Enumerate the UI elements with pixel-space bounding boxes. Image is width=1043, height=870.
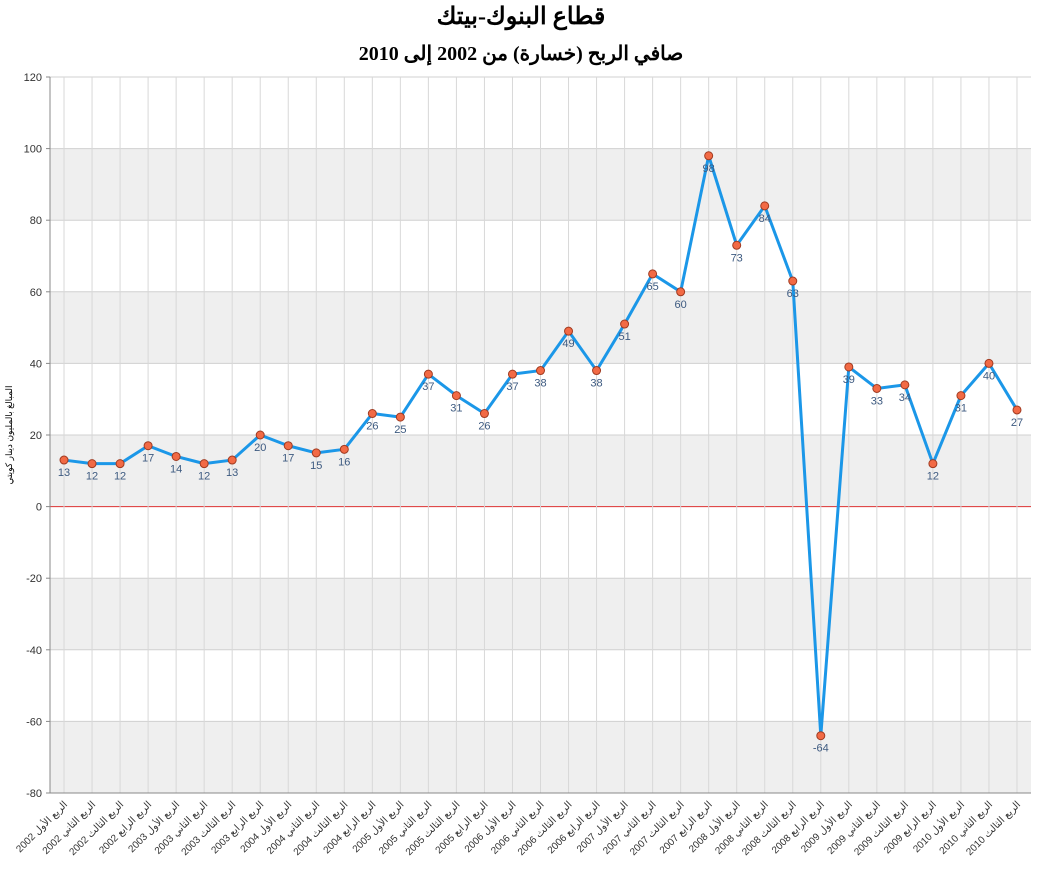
data-point — [367, 409, 377, 419]
data-point — [199, 459, 209, 469]
y-axis-label: المبالغ بالمليون دينار كويتي — [4, 385, 15, 484]
data-label: 26 — [366, 421, 378, 433]
data-point — [311, 448, 321, 458]
data-label: 31 — [955, 403, 967, 415]
data-point — [592, 366, 602, 376]
data-point — [928, 459, 938, 469]
y-tick-label: 60 — [30, 287, 42, 299]
y-tick-label: 80 — [30, 215, 42, 227]
data-label: 38 — [534, 378, 546, 390]
data-label: 34 — [899, 392, 911, 404]
data-label: 38 — [590, 378, 602, 390]
data-point — [732, 240, 742, 250]
data-point — [956, 391, 966, 401]
y-tick-label: 0 — [36, 502, 42, 514]
data-label: 12 — [86, 471, 98, 483]
data-point — [788, 276, 798, 286]
data-point — [816, 731, 826, 741]
data-point — [255, 430, 265, 440]
data-point — [115, 459, 125, 469]
data-point — [143, 441, 153, 451]
data-label: 33 — [871, 395, 883, 407]
data-point — [648, 269, 658, 279]
data-label: 13 — [226, 467, 238, 479]
data-label: 14 — [170, 463, 182, 475]
y-tick-label: -80 — [26, 788, 42, 800]
data-point — [451, 391, 461, 401]
data-point — [984, 358, 994, 368]
y-tick-label: -20 — [26, 573, 42, 585]
data-label: 60 — [675, 299, 687, 311]
data-label: 63 — [787, 288, 799, 300]
data-point — [227, 455, 237, 465]
y-tick-label: 20 — [30, 430, 42, 442]
data-point — [536, 366, 545, 376]
data-point — [479, 409, 489, 419]
data-point — [59, 455, 69, 465]
data-label: 65 — [646, 281, 658, 293]
data-label: 51 — [618, 331, 630, 343]
data-label: 73 — [731, 252, 743, 264]
data-label: 98 — [703, 163, 715, 175]
data-label: 12 — [927, 471, 939, 483]
data-label: 84 — [759, 213, 771, 225]
data-label: 17 — [282, 453, 294, 465]
data-label: 15 — [310, 460, 322, 472]
data-label: 26 — [478, 421, 490, 433]
data-point — [872, 383, 882, 393]
y-tick-label: 100 — [24, 144, 42, 156]
data-label: 16 — [338, 456, 350, 468]
data-label: 17 — [142, 453, 154, 465]
data-label: 39 — [843, 374, 855, 386]
data-point — [676, 287, 686, 297]
data-point — [844, 362, 854, 372]
chart-subtitle: صافي الربح (خسارة) من 2002 إلى 2010 — [359, 43, 684, 66]
data-point — [900, 380, 910, 390]
y-tick-label: -40 — [26, 645, 42, 657]
y-tick-label: 40 — [30, 358, 42, 370]
data-point — [1012, 405, 1022, 415]
data-point — [760, 201, 770, 211]
data-label: 31 — [450, 403, 462, 415]
data-label: 13 — [58, 467, 70, 479]
chart-title: قطاع البنوك-بيتك — [437, 4, 606, 31]
data-label: 25 — [394, 424, 406, 436]
data-point — [423, 369, 433, 379]
data-point — [704, 151, 714, 161]
data-label: 12 — [114, 471, 126, 483]
data-label: 37 — [422, 381, 434, 393]
data-point — [395, 412, 405, 422]
data-label: 12 — [198, 471, 210, 483]
data-label: 37 — [506, 381, 518, 393]
data-point — [564, 326, 574, 336]
data-label: 40 — [983, 370, 995, 382]
data-label: -64 — [813, 743, 829, 755]
data-point — [283, 441, 293, 451]
data-label: 27 — [1011, 417, 1023, 429]
data-point — [339, 444, 349, 454]
y-tick-label: 120 — [24, 72, 42, 84]
data-point — [87, 459, 97, 469]
y-tick-label: -60 — [26, 716, 42, 728]
data-label: 20 — [254, 442, 266, 454]
data-point — [620, 319, 630, 329]
data-point — [507, 369, 517, 379]
data-label: 49 — [562, 338, 574, 350]
data-point — [171, 451, 181, 461]
